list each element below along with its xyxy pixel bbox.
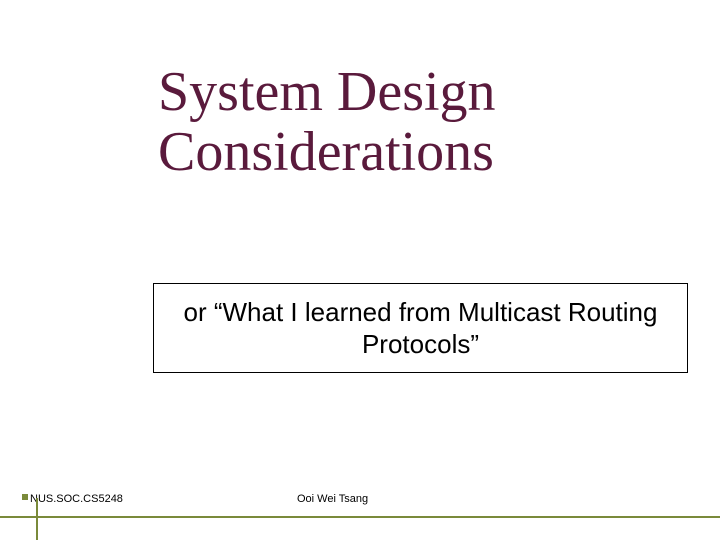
accent-line-horizontal <box>0 516 720 518</box>
footer-center-text: Ooi Wei Tsang <box>297 493 368 505</box>
footer-left-text: NUS.SOC.CS5248 <box>30 493 123 505</box>
slide-title: System Design Considerations <box>158 62 496 183</box>
title-line-1: System Design <box>158 62 496 122</box>
title-line-2: Considerations <box>158 122 496 182</box>
subtitle-box: or “What I learned from Multicast Routin… <box>153 283 688 373</box>
accent-line-vertical <box>36 498 38 540</box>
accent-bullet-icon <box>22 494 28 500</box>
subtitle-text: or “What I learned from Multicast Routin… <box>168 296 673 361</box>
